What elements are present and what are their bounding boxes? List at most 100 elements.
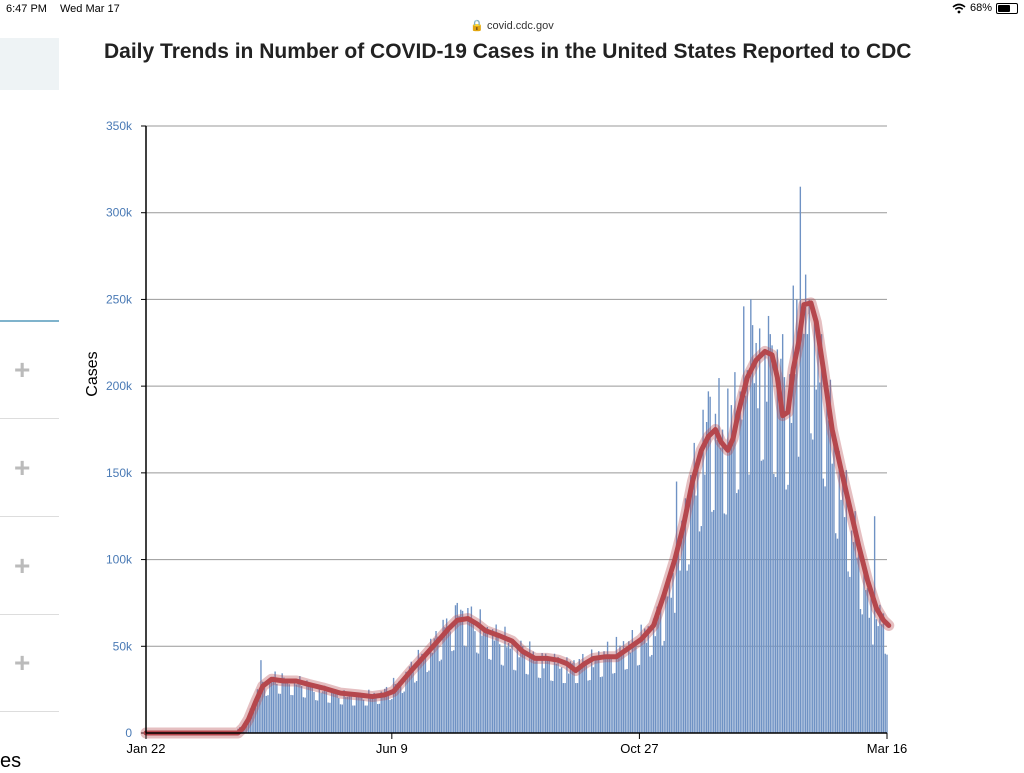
daily-case-bar: [859, 609, 862, 733]
daily-case-bar: [502, 665, 504, 733]
daily-case-bar: [440, 659, 443, 733]
daily-case-bar: [709, 396, 711, 733]
daily-case-bar: [555, 663, 557, 733]
daily-case-bar: [661, 645, 664, 733]
daily-case-bar: [368, 689, 370, 733]
daily-case-bar: [497, 633, 499, 733]
daily-case-bar: [590, 649, 593, 733]
daily-case-bar: [808, 299, 810, 733]
daily-case-bar: [369, 696, 372, 733]
daily-case-bar: [592, 667, 595, 733]
status-indicators: 68%: [952, 2, 1018, 14]
daily-case-bar: [656, 606, 658, 733]
daily-case-bar: [737, 489, 740, 733]
daily-case-bar: [682, 528, 685, 733]
daily-case-bar: [465, 646, 467, 733]
daily-case-bar: [845, 470, 848, 733]
daily-case-bar: [849, 576, 851, 733]
daily-case-bar: [610, 654, 612, 733]
daily-case-bar: [408, 666, 411, 733]
daily-case-bar: [553, 653, 556, 733]
daily-case-bar: [598, 651, 600, 733]
daily-case-bar: [410, 661, 412, 733]
daily-case-bar: [873, 516, 876, 733]
accordion-item-3[interactable]: +: [0, 518, 59, 615]
daily-case-bar: [750, 299, 752, 733]
daily-case-bar: [552, 680, 554, 733]
daily-case-bar: [253, 710, 255, 733]
daily-case-bar: [842, 479, 844, 733]
daily-case-bar: [424, 656, 427, 733]
daily-case-bar: [560, 667, 563, 733]
daily-case-bar: [290, 694, 292, 733]
accordion-item-4[interactable]: +: [0, 615, 59, 712]
daily-case-bar: [426, 672, 428, 733]
daily-case-bar: [332, 690, 335, 733]
daily-case-bar: [437, 636, 439, 733]
daily-case-bar: [380, 691, 382, 733]
plus-icon[interactable]: +: [14, 452, 31, 483]
accordion-item-2[interactable]: +: [0, 420, 59, 517]
daily-case-bar: [262, 681, 264, 733]
daily-case-bar: [449, 631, 451, 733]
sidebar-divider: [0, 320, 59, 322]
daily-case-bar: [817, 334, 819, 733]
daily-case-bar: [755, 342, 757, 733]
plus-icon[interactable]: +: [14, 647, 31, 678]
address-bar[interactable]: 🔒 covid.cdc.gov: [0, 19, 1024, 32]
daily-case-bar: [852, 542, 855, 733]
daily-case-bar: [405, 671, 407, 733]
daily-case-bar: [285, 682, 287, 733]
daily-case-bar: [721, 429, 724, 733]
daily-case-bar: [778, 390, 780, 733]
daily-case-bar: [394, 684, 397, 733]
daily-case-bar: [470, 606, 473, 733]
accordion-item-1[interactable]: +: [0, 322, 59, 419]
daily-case-bar: [468, 619, 471, 733]
plus-icon[interactable]: +: [14, 354, 31, 385]
sidebar-header: [0, 38, 59, 90]
y-tick-label: 150k: [106, 466, 133, 480]
daily-case-bar: [877, 626, 879, 733]
moving-average-line: [143, 300, 892, 736]
daily-case-bar: [444, 627, 446, 733]
daily-case-bar: [566, 657, 568, 733]
daily-case-bar: [810, 433, 812, 733]
daily-case-bar: [451, 651, 453, 733]
y-tick-label: 300k: [106, 206, 133, 220]
daily-case-bar: [619, 645, 621, 733]
daily-case-bar: [785, 489, 787, 733]
daily-case-bar: [530, 656, 533, 733]
daily-case-bar: [529, 641, 531, 733]
daily-case-bar: [794, 374, 796, 733]
daily-case-bar: [804, 274, 807, 733]
daily-case-bar: [674, 612, 676, 733]
daily-case-bar: [753, 383, 756, 733]
daily-case-bar: [743, 306, 745, 733]
daily-case-bar: [562, 683, 565, 733]
daily-case-bar: [718, 378, 720, 733]
daily-case-bar: [325, 691, 328, 733]
daily-case-bar: [617, 655, 619, 733]
daily-case-bar: [345, 697, 347, 733]
daily-case-bar: [575, 683, 577, 733]
daily-case-bar: [417, 649, 420, 733]
daily-case-bar: [882, 613, 885, 733]
daily-case-bar: [776, 349, 779, 733]
daily-case-bar: [806, 334, 809, 733]
daily-case-bar: [667, 596, 669, 733]
partial-sidebar-text: es: [0, 750, 22, 772]
daily-case-bar: [799, 186, 802, 733]
plus-icon[interactable]: +: [14, 550, 31, 581]
daily-case-bar: [601, 676, 603, 733]
daily-case-bar: [707, 391, 710, 733]
daily-case-bar: [764, 351, 766, 733]
daily-case-bar: [297, 681, 299, 733]
daily-case-bar: [366, 705, 368, 733]
x-tick-label: Jan 22: [126, 741, 165, 756]
daily-case-bar: [520, 640, 522, 733]
daily-case-bar: [626, 668, 628, 733]
daily-case-bar: [453, 650, 455, 733]
daily-case-bar: [353, 705, 356, 733]
daily-case-bar: [583, 665, 586, 733]
